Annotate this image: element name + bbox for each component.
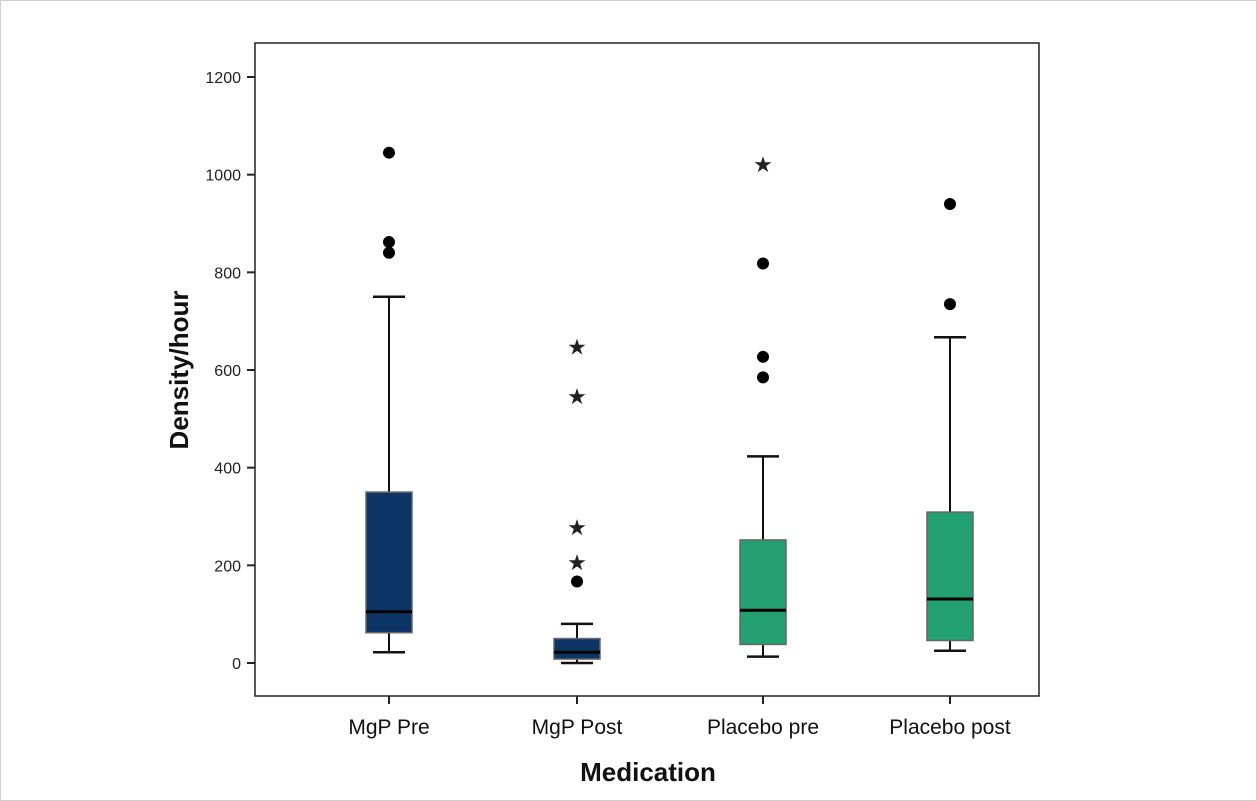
- outlier-point: [757, 257, 769, 270]
- y-tick-label: 200: [214, 558, 241, 575]
- x-tick-label: Placebo post: [889, 716, 1011, 739]
- y-axis: 0 200 400 600 800 1000 1200: [205, 70, 255, 673]
- extreme-point: ★: [567, 516, 587, 541]
- extreme-point: ★: [567, 336, 587, 361]
- outlier-point: [383, 146, 395, 159]
- extreme-point: ★: [567, 551, 587, 576]
- box-2: ★ ★ ★ ★: [553, 336, 601, 665]
- x-tick-label: MgP Pre: [348, 716, 429, 739]
- box-series: ★ ★ ★ ★ ★: [365, 146, 974, 665]
- y-tick-label: 400: [214, 461, 241, 478]
- outlier-point: [571, 575, 583, 588]
- outlier-point: [757, 350, 769, 363]
- y-tick-label: 0: [232, 656, 241, 673]
- iqr-box: [926, 511, 974, 642]
- box-1: [365, 146, 413, 654]
- outlier-point: [944, 197, 956, 210]
- x-axis: MgP Pre MgP Post Placebo pre Placebo post: [348, 696, 1011, 739]
- y-tick-label: 1200: [205, 70, 241, 87]
- x-tick-label: Placebo pre: [707, 716, 819, 739]
- box-4: [926, 197, 974, 653]
- outlier-point: [944, 298, 956, 311]
- box-3: ★: [739, 153, 787, 658]
- x-axis-title: Medication: [580, 757, 716, 787]
- x-tick-label: MgP Post: [532, 716, 623, 739]
- iqr-box: [739, 539, 787, 646]
- y-tick-label: 1000: [205, 168, 241, 185]
- outlier-point: [383, 246, 395, 259]
- extreme-point: ★: [567, 385, 587, 410]
- y-axis-title: Density/hour: [164, 291, 194, 450]
- outlier-point: [383, 236, 395, 249]
- y-tick-label: 600: [214, 363, 241, 380]
- y-tick-label: 800: [214, 265, 241, 282]
- outlier-point: [757, 371, 769, 384]
- extreme-point: ★: [753, 153, 773, 178]
- iqr-box: [365, 491, 413, 634]
- iqr-box: [553, 637, 601, 660]
